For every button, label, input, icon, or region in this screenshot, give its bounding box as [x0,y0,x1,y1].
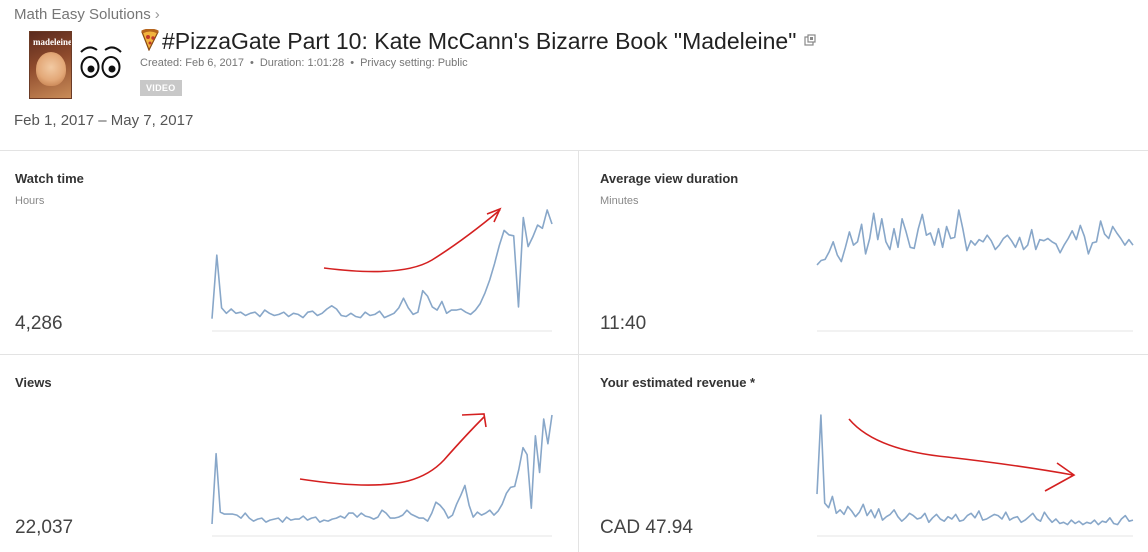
metric-value: CAD 47.94 [600,517,693,538]
eyes-emoji-icon [80,46,122,78]
channel-link[interactable]: Math Easy Solutions [14,6,151,23]
metric-label: Views [15,375,52,390]
metric-label: Your estimated revenue * [600,375,756,390]
meta-separator: • [350,57,355,69]
sparkline-series [211,414,553,525]
metric-label: Average view duration [600,171,739,186]
breadcrumb[interactable]: Math Easy Solutions › [14,6,160,23]
sparkline-series [816,414,1134,526]
metric-unit: Hours [15,195,45,207]
annotation-arrow [299,416,485,486]
meta-separator: • [249,57,254,69]
metric-value: 4,286 [15,313,63,334]
video-meta: Created: Feb 6, 2017 • Duration: 1:01:28 • P… [140,57,468,69]
watch-time-sparkline [211,207,553,332]
thumbnail-face-image [36,52,66,86]
sparkline-series [211,209,553,319]
annotation-arrowhead [1044,462,1076,492]
video-title: #PizzaGate Part 10: Kate McCann's Bizarr… [140,28,816,55]
date-range[interactable]: Feb 1, 2017 – May 7, 2017 [14,112,194,129]
metric-unit: Minutes [600,195,639,207]
views-sparkline [211,413,553,537]
privacy-setting: Privacy setting: Public [360,57,468,69]
external-link-icon[interactable] [804,34,816,46]
annotation-arrow [323,209,501,273]
annotation-arrowhead [486,207,502,223]
metric-value: 11:40 [600,313,647,334]
video-thumbnail[interactable]: madeleine [29,31,72,99]
pizza-icon [141,29,159,51]
chevron-right-icon: › [154,6,160,23]
revenue-sparkline [816,414,1134,537]
avg-view-duration-sparkline [816,209,1134,332]
thumbnail-text: madeleine [33,37,72,47]
video-duration: Duration: 1:01:28 [259,57,345,69]
metric-label: Watch time [15,171,84,186]
divider [0,354,1148,355]
video-title-text: #PizzaGate Part 10: Kate McCann's Bizarr… [162,28,797,54]
annotation-arrowhead [461,413,487,428]
sparkline-series [816,209,1134,266]
divider [578,151,579,552]
annotation-arrow [848,418,1074,476]
divider [0,150,1148,151]
created-date: Created: Feb 6, 2017 [140,57,244,69]
video-type-badge: VIDEO [140,80,182,96]
metric-value: 22,037 [15,517,74,538]
